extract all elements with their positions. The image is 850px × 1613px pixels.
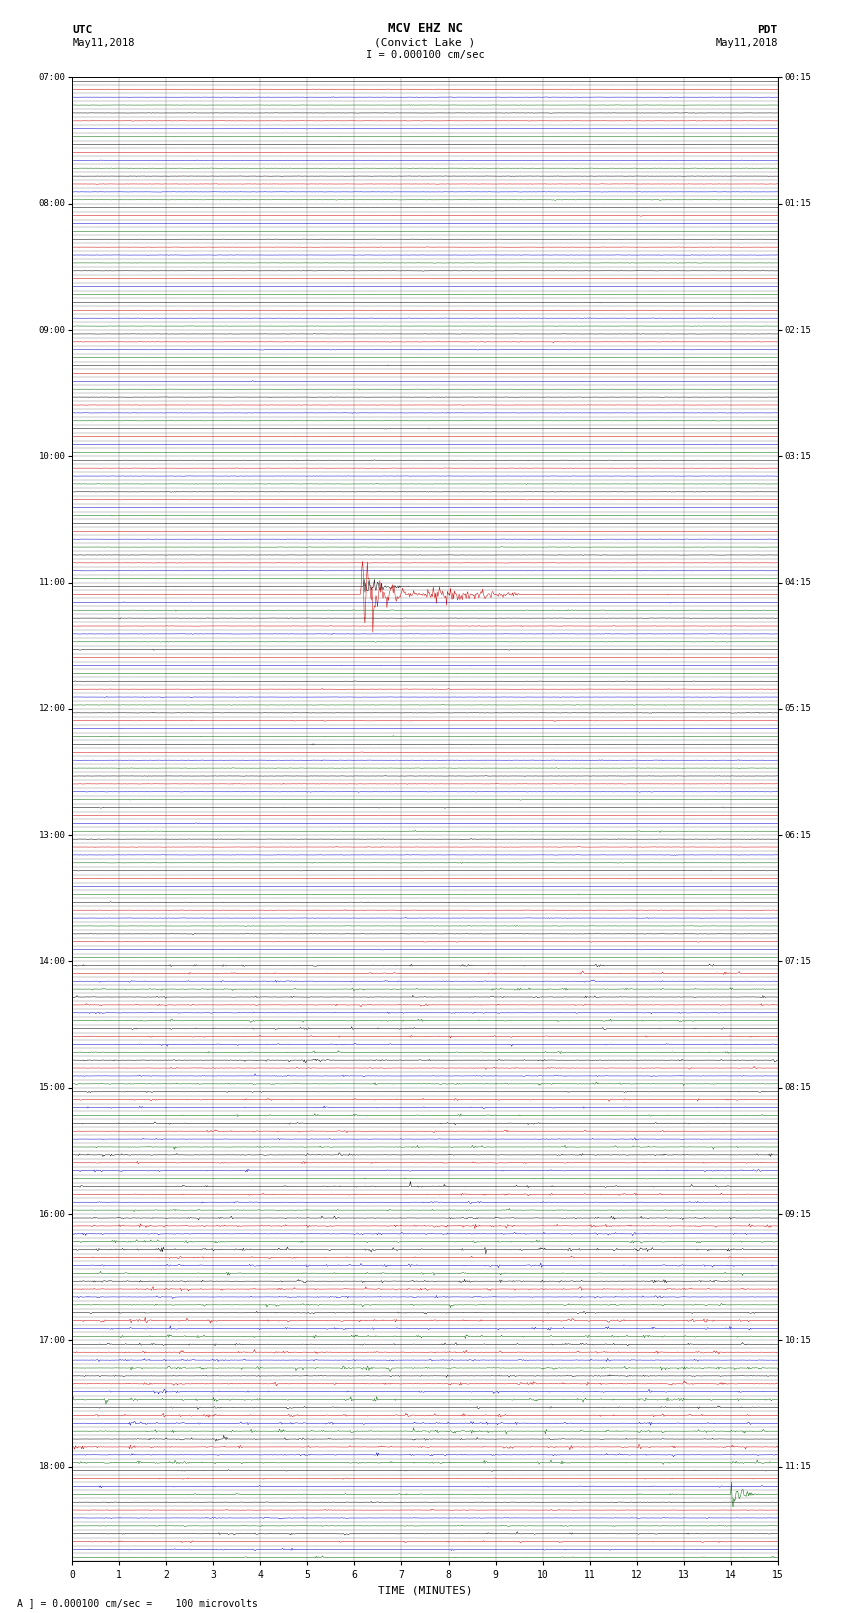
Text: UTC: UTC — [72, 24, 93, 35]
Text: MCV EHZ NC: MCV EHZ NC — [388, 21, 462, 35]
Text: May11,2018: May11,2018 — [715, 37, 778, 47]
Text: A ] = 0.000100 cm/sec =    100 microvolts: A ] = 0.000100 cm/sec = 100 microvolts — [17, 1598, 258, 1608]
Text: PDT: PDT — [757, 24, 778, 35]
X-axis label: TIME (MINUTES): TIME (MINUTES) — [377, 1586, 473, 1595]
Text: May11,2018: May11,2018 — [72, 37, 135, 47]
Text: I = 0.000100 cm/sec: I = 0.000100 cm/sec — [366, 50, 484, 60]
Text: (Convict Lake ): (Convict Lake ) — [374, 37, 476, 47]
